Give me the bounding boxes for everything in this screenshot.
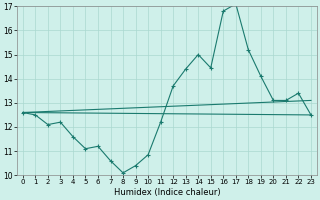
X-axis label: Humidex (Indice chaleur): Humidex (Indice chaleur)	[114, 188, 220, 197]
